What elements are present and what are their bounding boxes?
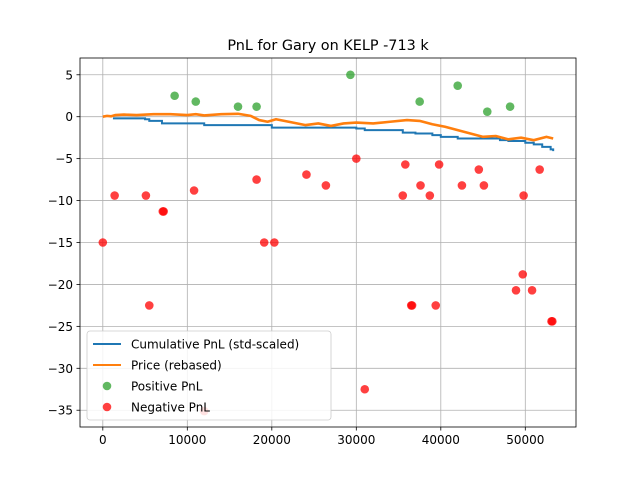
x-tick-label: 20000 bbox=[253, 433, 291, 447]
y-tick-label: −15 bbox=[48, 236, 73, 250]
legend-marker bbox=[102, 402, 112, 412]
negative-pnl-point bbox=[511, 286, 521, 295]
negative-pnl-point bbox=[321, 181, 331, 190]
negative-pnl-point bbox=[519, 191, 528, 200]
negative-pnl-point bbox=[407, 301, 417, 310]
x-tick-label: 10000 bbox=[168, 433, 206, 447]
y-tick-label: −10 bbox=[48, 194, 73, 208]
negative-pnl-point bbox=[479, 181, 489, 190]
negative-pnl-point bbox=[431, 301, 441, 310]
x-axis: 0 10000 20000 30000 40000 50000 bbox=[99, 427, 544, 447]
positive-pnl-point bbox=[453, 81, 463, 90]
negative-pnl-point bbox=[434, 160, 444, 169]
negative-pnl-point bbox=[535, 165, 544, 174]
negative-pnl-point bbox=[527, 286, 537, 295]
negative-pnl-point bbox=[360, 384, 370, 394]
negative-pnl-point bbox=[302, 170, 311, 179]
negative-pnl-point bbox=[141, 191, 151, 200]
negative-pnl-point bbox=[457, 181, 467, 190]
y-tick-label: 5 bbox=[65, 68, 73, 82]
positive-pnl-point bbox=[233, 102, 243, 111]
negative-pnl-point bbox=[270, 238, 279, 247]
positive-pnl-point bbox=[191, 97, 201, 106]
negative-pnl-point bbox=[252, 175, 261, 184]
negative-pnl-point bbox=[110, 191, 119, 200]
gridlines bbox=[80, 58, 576, 427]
y-tick-label: −20 bbox=[48, 278, 73, 292]
negative-pnl-point bbox=[352, 154, 361, 163]
legend-label: Price (rebased) bbox=[131, 359, 222, 373]
negative-pnl-point bbox=[416, 181, 425, 190]
y-tick-label: −35 bbox=[48, 404, 73, 418]
x-tick-label: 30000 bbox=[337, 433, 375, 447]
legend-label: Cumulative PnL (std-scaled) bbox=[131, 338, 299, 352]
y-tick-label: −5 bbox=[55, 152, 73, 166]
series-layer bbox=[98, 70, 557, 416]
negative-pnl-point bbox=[474, 165, 484, 174]
y-tick-label: −30 bbox=[48, 362, 73, 376]
y-tick-label: −25 bbox=[48, 320, 73, 334]
positive-pnl-point bbox=[415, 97, 424, 106]
legend-label: Positive PnL bbox=[131, 380, 203, 394]
positive-pnl-point bbox=[346, 70, 355, 80]
x-tick-label: 50000 bbox=[506, 433, 544, 447]
legend-box bbox=[86, 330, 332, 421]
negative-pnl-point bbox=[159, 207, 168, 216]
negative-pnl-point bbox=[548, 317, 557, 326]
chart-title: PnL for Gary on KELP -713 k bbox=[227, 38, 429, 54]
negative-pnl-point bbox=[401, 160, 410, 169]
legend-label: Negative PnL bbox=[131, 401, 210, 415]
positive-pnl-point bbox=[505, 102, 515, 111]
negative-pnl-point bbox=[189, 186, 199, 195]
y-tick-label: 0 bbox=[65, 110, 73, 124]
legend-marker bbox=[102, 381, 112, 391]
negative-pnl-point bbox=[398, 191, 408, 200]
positive-pnl-point bbox=[482, 107, 492, 116]
cumulative-pnl-line bbox=[112, 117, 555, 152]
negative-pnl-point bbox=[259, 238, 269, 247]
negative-pnl-point bbox=[425, 191, 435, 200]
negative-pnl-point bbox=[518, 270, 528, 279]
y-axis: 5 0 −5 −10 −15 −20 −25 −30 −35 bbox=[48, 68, 80, 418]
price-line bbox=[102, 112, 554, 142]
positive-pnl-point bbox=[170, 91, 179, 101]
negative-pnl-point bbox=[144, 301, 154, 310]
legend: Cumulative PnL (std-scaled) Price (rebase… bbox=[86, 330, 332, 421]
x-tick-label: 40000 bbox=[422, 433, 460, 447]
positive-pnl-point bbox=[252, 102, 261, 111]
x-tick-label: 0 bbox=[99, 433, 107, 447]
negative-pnl-point bbox=[98, 238, 108, 247]
